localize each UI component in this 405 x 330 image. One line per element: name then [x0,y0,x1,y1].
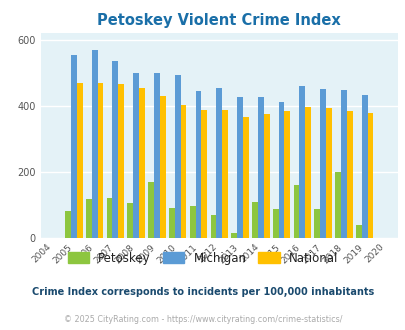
Bar [313,209,320,238]
Bar [71,55,77,238]
Bar [237,97,242,238]
Bar [320,89,325,238]
Bar [139,88,145,238]
Bar [272,209,278,238]
Bar [284,111,290,238]
Bar [175,75,180,238]
Bar [112,61,118,238]
Title: Petoskey Violent Crime Index: Petoskey Violent Crime Index [97,13,340,28]
Bar [148,182,153,238]
Bar [107,198,112,238]
Bar [133,73,139,238]
Bar [160,96,165,238]
Bar [86,199,92,238]
Bar [263,114,269,238]
Bar [298,86,305,238]
Bar [355,225,361,238]
Bar [189,206,195,238]
Bar [216,88,222,238]
Bar [118,84,124,238]
Bar [278,102,284,238]
Bar [361,95,367,238]
Bar [293,185,298,238]
Legend: Petoskey, Michigan, National: Petoskey, Michigan, National [68,252,337,265]
Bar [97,82,103,238]
Bar [201,110,207,238]
Bar [195,91,201,238]
Bar [340,90,346,238]
Bar [222,110,227,238]
Text: Crime Index corresponds to incidents per 100,000 inhabitants: Crime Index corresponds to incidents per… [32,287,373,297]
Bar [231,233,237,238]
Bar [325,108,331,238]
Bar [180,105,186,238]
Bar [92,50,97,238]
Bar [77,83,82,238]
Text: © 2025 CityRating.com - https://www.cityrating.com/crime-statistics/: © 2025 CityRating.com - https://www.city… [64,315,341,324]
Bar [334,172,340,238]
Bar [257,97,263,238]
Bar [168,208,175,238]
Bar [153,73,160,238]
Bar [305,107,310,238]
Bar [252,202,257,238]
Bar [127,203,133,238]
Bar [367,113,373,238]
Bar [242,117,248,238]
Bar [210,215,216,238]
Bar [65,211,71,238]
Bar [346,111,352,238]
